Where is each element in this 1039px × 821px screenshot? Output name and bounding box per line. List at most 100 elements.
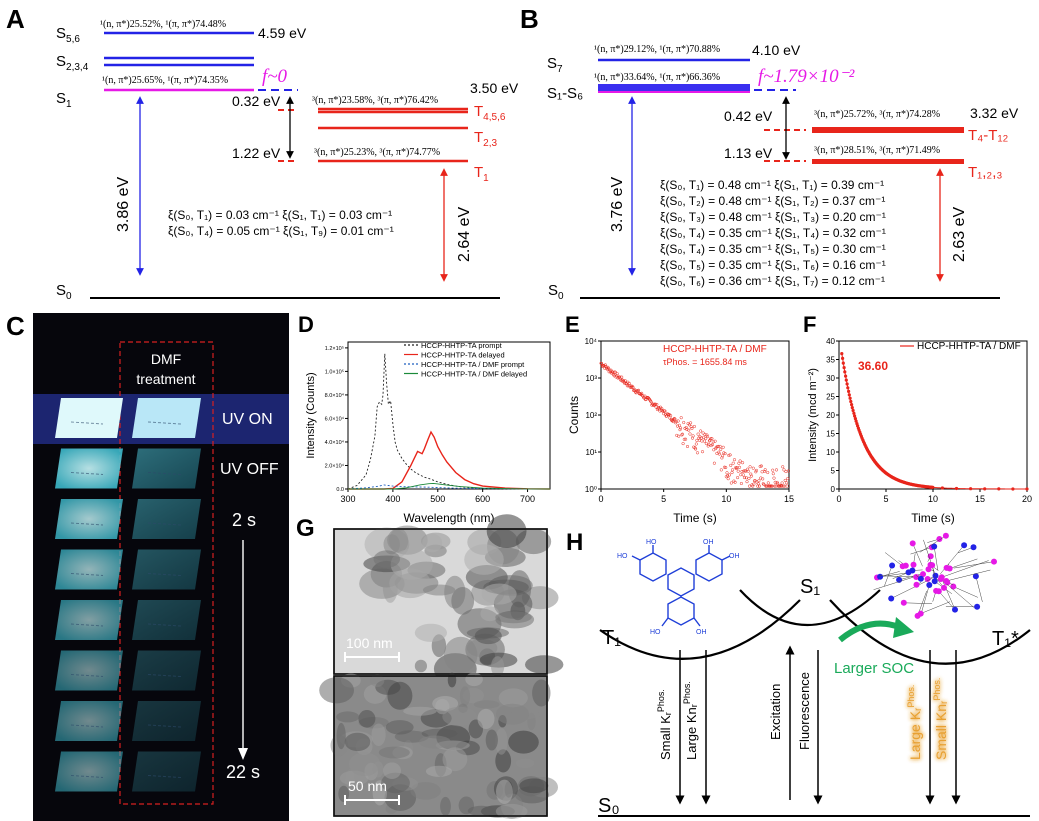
- decay-point: [714, 447, 718, 451]
- small-knr-label: Small KnᵣPhos.: [932, 678, 949, 760]
- decay-point: [843, 370, 847, 374]
- tem-particle: [419, 735, 451, 749]
- a-gap-1: 0.32 eV: [232, 93, 281, 109]
- a-comp-t1: ³(n, π*)25.23%, ³(π, π*)74.77%: [314, 147, 440, 158]
- panel-e: E 0 5 10 15 10⁰ 10¹ 10² 10³ 10⁴ Time (s) Counts HCC…: [565, 312, 794, 525]
- decay-point: [848, 396, 852, 400]
- tem-particle: [371, 723, 386, 747]
- soc-arrow-head: [893, 617, 914, 638]
- decay-point: [763, 469, 767, 473]
- decay-point: [739, 473, 743, 477]
- tem-particle: [480, 606, 500, 622]
- b-t4t12-label: T₄-T₁₂: [968, 127, 1009, 144]
- decay-point: [757, 484, 762, 488]
- decay-point: [734, 466, 738, 470]
- tem-particle: [432, 696, 459, 712]
- y-tick-label: 1.0×10⁵: [325, 368, 344, 375]
- x-tick-label: 700: [520, 494, 535, 504]
- framework-cluster-diagram: [873, 532, 997, 619]
- b-energy-t1: 2.63 eV: [951, 207, 968, 262]
- decay-point: [680, 432, 685, 436]
- decay-point: [773, 480, 777, 484]
- cluster-node: [899, 563, 906, 570]
- decay-point: [608, 368, 612, 372]
- tile-marking: [70, 522, 104, 526]
- decay-point: [747, 476, 751, 480]
- decay-point: [684, 437, 688, 441]
- cluster-bond: [938, 591, 954, 609]
- uv-off-label: UV OFF: [220, 461, 279, 478]
- decay-point: [694, 447, 698, 451]
- decay-point: [742, 469, 746, 473]
- cluster-node: [933, 587, 940, 594]
- b-energy-s7: 4.10 eV: [752, 42, 801, 58]
- decay-point: [710, 443, 715, 447]
- decay-point: [736, 469, 740, 473]
- decay-point: [620, 375, 624, 379]
- sample-tile: [55, 499, 123, 539]
- decay-point: [954, 486, 959, 491]
- decay-point: [852, 411, 856, 415]
- excitation-label: Excitation: [768, 684, 783, 740]
- decay-point: [731, 468, 735, 472]
- b-band-s1s6: [598, 84, 750, 93]
- decay-point: [749, 472, 753, 476]
- y-tick-label: 20: [826, 411, 835, 420]
- a-s234-label: S2,3,4: [56, 53, 89, 73]
- decay-point: [702, 439, 706, 443]
- sample-tile: [132, 499, 201, 539]
- sample-tiles: [55, 398, 201, 792]
- decay-point: [615, 374, 619, 378]
- cluster-node: [927, 553, 934, 560]
- b-gap-1: 0.42 eV: [724, 108, 773, 124]
- tem-particle: [422, 533, 443, 553]
- decay-point: [742, 476, 747, 480]
- b-f-value: f~1.79×10⁻²: [758, 66, 855, 87]
- decay-point: [691, 434, 695, 438]
- decay-point: [637, 388, 641, 392]
- decay-point: [700, 439, 704, 443]
- tile-marking: [147, 724, 182, 728]
- scale-label-bottom: 50 nm: [348, 778, 387, 794]
- decay-point: [674, 419, 678, 424]
- tile-marking: [70, 623, 104, 627]
- decay-point: [688, 432, 692, 436]
- decay-point: [732, 458, 737, 462]
- a-comp-s1: ¹(n, π*)25.65%, ¹(π, π*)74.35%: [102, 75, 228, 86]
- decay-point: [847, 393, 851, 397]
- cluster-node: [943, 564, 950, 571]
- decay-point: [675, 433, 679, 437]
- x-axis-label: Wavelength (nm): [404, 511, 495, 525]
- decay-point: [850, 406, 854, 410]
- tem-particle: [474, 627, 502, 645]
- decay-point: [690, 426, 694, 431]
- decay-point: [713, 439, 717, 443]
- cluster-node: [913, 581, 920, 588]
- sample-tile: [132, 448, 201, 489]
- decay-point: [721, 454, 725, 458]
- decay-point: [660, 407, 664, 411]
- t1-potential-curve: [599, 599, 801, 660]
- decay-point: [711, 440, 715, 444]
- tem-particle: [414, 623, 447, 642]
- oh-label: HO: [646, 539, 657, 546]
- cluster-node: [941, 584, 947, 591]
- decay-point: [846, 386, 850, 390]
- decay-point: [729, 463, 733, 467]
- tile-marking: [70, 573, 104, 576]
- decay-point: [708, 438, 712, 442]
- b-band-t4t12: [812, 127, 964, 133]
- dmf-frame: [119, 341, 214, 805]
- decay-line: [841, 353, 1027, 490]
- decay-point: [679, 416, 683, 420]
- a-comp-s56: ¹(n, π*)25.52%, ¹(π, π*)74.48%: [100, 19, 226, 30]
- cluster-bond: [920, 584, 930, 615]
- sample-tile: [132, 751, 201, 792]
- legend-entry: HCCP-HHTP-TA delayed: [421, 351, 505, 360]
- cluster-bond: [953, 586, 979, 598]
- decay-point: [733, 480, 737, 484]
- tile-marking: [147, 522, 182, 526]
- panel-c-label: C: [6, 311, 25, 341]
- decay-point: [719, 447, 723, 451]
- a-s1-label: S1: [56, 90, 72, 110]
